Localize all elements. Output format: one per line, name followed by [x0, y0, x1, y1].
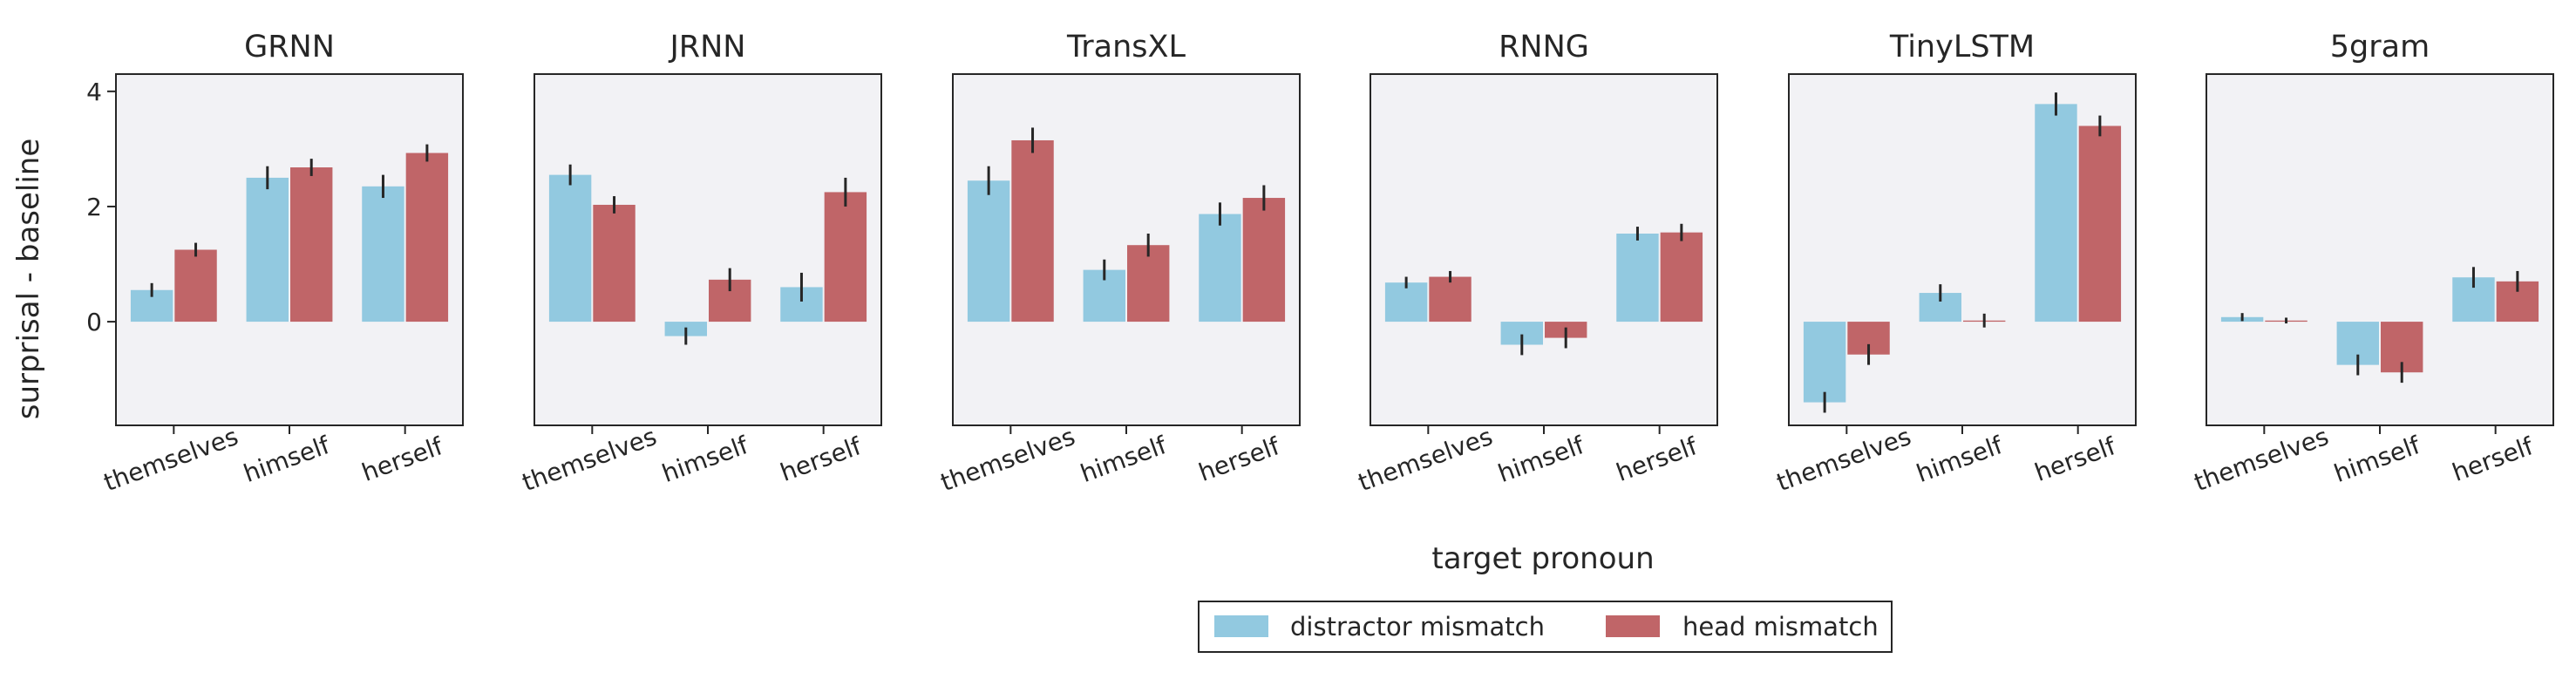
- panel-frame: [2206, 73, 2554, 426]
- legend-swatch-distractor-mismatch: [1214, 615, 1268, 637]
- panel-title: TransXL: [1066, 30, 1186, 65]
- bar-distractor-mismatch-himself: [246, 177, 289, 323]
- panel-title: JRNN: [668, 30, 745, 65]
- panel-frame: [952, 73, 1301, 426]
- panel-frame: [1370, 73, 1718, 426]
- bar-head-mismatch-herself: [2078, 126, 2122, 323]
- x-tick-label-themselves: themselves: [1355, 422, 1497, 497]
- bar-head-mismatch-themselves: [1429, 276, 1472, 323]
- panel-frame: [115, 73, 464, 426]
- panel-title: RNNG: [1499, 30, 1589, 65]
- bar-head-mismatch-themselves: [174, 249, 217, 323]
- bar-distractor-mismatch-herself: [1616, 234, 1659, 323]
- chart-legend: distractor mismatch head mismatch: [1198, 601, 1893, 653]
- x-axis-label: target pronoun: [1431, 541, 1654, 576]
- bar-head-mismatch-herself: [824, 192, 867, 323]
- panel-title: GRNN: [244, 30, 335, 65]
- bar-head-mismatch-themselves: [593, 204, 636, 323]
- bar-head-mismatch-herself: [405, 153, 449, 323]
- x-tick-label-herself: herself: [2449, 431, 2539, 487]
- x-tick-label-herself: herself: [1613, 431, 1703, 487]
- bar-distractor-mismatch-herself: [362, 186, 404, 323]
- panel-background: [116, 74, 463, 425]
- legend-label-head-mismatch: head mismatch: [1682, 612, 1879, 642]
- legend-swatch-head-mismatch: [1606, 615, 1660, 637]
- x-tick-label-themselves: themselves: [1773, 422, 1915, 497]
- bar-distractor-mismatch-themselves: [548, 174, 592, 323]
- panel-background: [953, 74, 1300, 425]
- x-tick-label-herself: herself: [777, 431, 867, 487]
- x-tick-label-themselves: themselves: [937, 422, 1079, 497]
- x-tick-label-herself: herself: [358, 431, 448, 487]
- bar-distractor-mismatch-herself: [2035, 104, 2077, 323]
- x-tick-label-himself: himself: [1494, 431, 1588, 488]
- panel-background: [1370, 74, 1717, 425]
- panel-background: [1789, 74, 2136, 425]
- y-tick-label-0: 0: [86, 308, 102, 336]
- legend-frame: [1198, 601, 1893, 653]
- x-tick-label-himself: himself: [1077, 431, 1171, 488]
- bar-head-mismatch-himself: [290, 167, 333, 323]
- bar-distractor-mismatch-themselves: [1384, 282, 1428, 323]
- panel-title: 5gram: [2330, 30, 2430, 65]
- y-tick-label-2: 2: [86, 193, 102, 221]
- x-tick-label-themselves: themselves: [2191, 422, 2333, 497]
- x-tick-label-herself: herself: [1195, 431, 1285, 487]
- x-tick-label-himself: himself: [1913, 431, 2007, 488]
- bar-head-mismatch-themselves: [1011, 139, 1054, 323]
- x-tick-label-himself: himself: [240, 431, 334, 488]
- x-tick-label-themselves: themselves: [100, 422, 242, 497]
- x-tick-label-herself: herself: [2031, 431, 2121, 487]
- bar-head-mismatch-herself: [1660, 232, 1703, 323]
- bar-distractor-mismatch-themselves: [967, 180, 1010, 323]
- x-tick-label-himself: himself: [658, 431, 752, 488]
- legend-label-distractor-mismatch: distractor mismatch: [1290, 612, 1545, 642]
- x-tick-label-himself: himself: [2330, 431, 2424, 488]
- bar-head-mismatch-herself: [1242, 198, 1286, 323]
- x-tick-label-themselves: themselves: [519, 422, 661, 497]
- bar-distractor-mismatch-themselves: [1803, 322, 1846, 403]
- panel-frame: [1788, 73, 2137, 426]
- y-tick-label-4: 4: [86, 78, 102, 106]
- y-axis-label: surprisal - baseline: [11, 139, 46, 420]
- panel-title: TinyLSTM: [1889, 30, 2035, 65]
- panel-frame: [534, 73, 882, 426]
- bar-head-mismatch-himself: [1127, 245, 1170, 323]
- bar-distractor-mismatch-herself: [1199, 214, 1241, 323]
- panel-background: [2206, 74, 2553, 425]
- panel-background: [534, 74, 881, 425]
